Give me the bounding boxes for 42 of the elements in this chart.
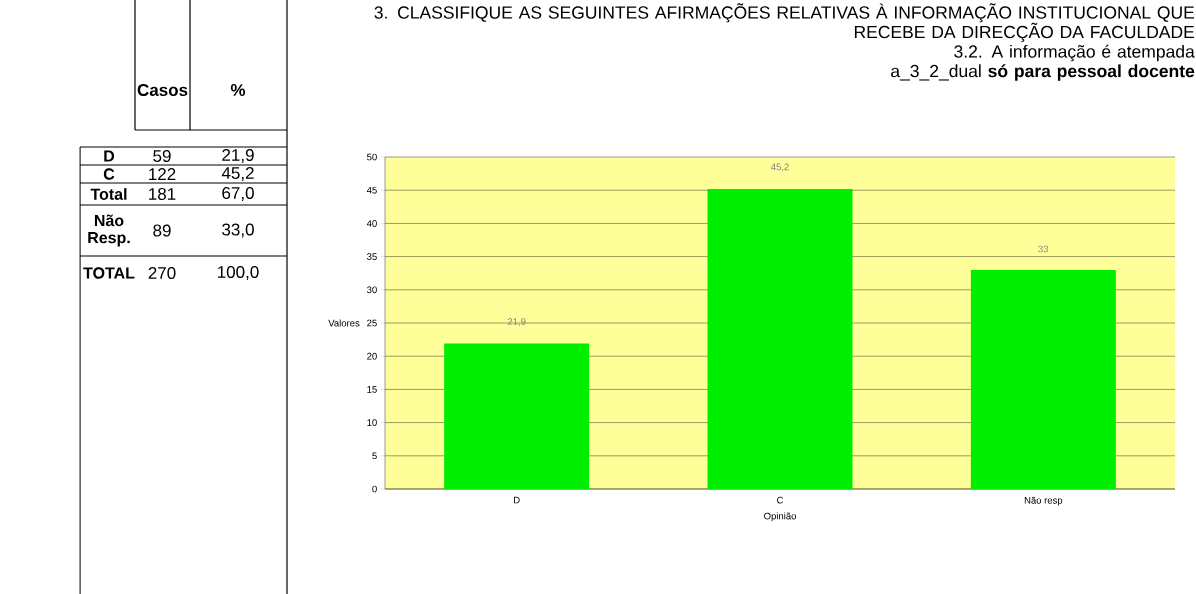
text: Casos (137, 83, 188, 97)
data-label: 89 (153, 224, 171, 237)
category-label: Total (90, 188, 127, 200)
data-label: 122 (149, 168, 176, 180)
text: % (230, 84, 246, 96)
category-label: D (104, 150, 115, 162)
y-tick-label: 15 (367, 386, 377, 393)
data-label: 45,2 (770, 163, 789, 172)
y-tick-label: 0 (372, 485, 377, 493)
data-label: 100,0 (218, 265, 259, 281)
bar (444, 343, 590, 490)
y-tick-label: 20 (367, 352, 377, 360)
y-tick-label: 10 (367, 419, 377, 426)
category-label: TOTAL (83, 267, 135, 279)
y-tick-label: 25 (367, 319, 377, 327)
data-label: 181 (149, 187, 176, 201)
data-label: 33 (1038, 245, 1049, 253)
x-tick-label: D (514, 496, 520, 504)
data-label: 21,9 (222, 148, 254, 164)
y-tick-label: 30 (367, 286, 377, 294)
x-tick-label: C (777, 496, 784, 504)
y-tick-label: 45 (366, 186, 377, 194)
y-tick-label: 35 (367, 253, 377, 260)
bar (970, 269, 1116, 490)
text: a_3_2_dual só para pessoal docente (891, 64, 1195, 81)
x-axis-title: Opinião (764, 512, 796, 522)
data-label: 270 (148, 266, 176, 280)
data-label: 45,2 (221, 166, 254, 182)
x-tick-label: Não resp (1024, 496, 1063, 506)
data-label: 59 (153, 149, 171, 163)
data-label: 67,0 (222, 186, 254, 202)
chart-title: 3. CLASSIFIQUE AS SEGUINTES AFIRMAÇÕES RELATIVAS À INFORMAÇÃO INSTITUCIONAL QUE RECEBE DA DIRECÇÃO DA FACULDADE (374, 3, 1195, 42)
y-axis-title: Valores (328, 319, 360, 327)
category-label: Não Resp. (88, 214, 130, 247)
y-tick-label: 50 (367, 153, 377, 161)
category-label: C (103, 168, 115, 180)
y-tick-label: 5 (372, 452, 377, 460)
bar (707, 188, 853, 490)
chart-subtitle: 3.2. A informação é atempada (954, 44, 1195, 62)
y-tick-label: 40 (366, 220, 377, 227)
data-label: 21,9 (507, 318, 526, 327)
data-label: 33,0 (222, 223, 254, 238)
